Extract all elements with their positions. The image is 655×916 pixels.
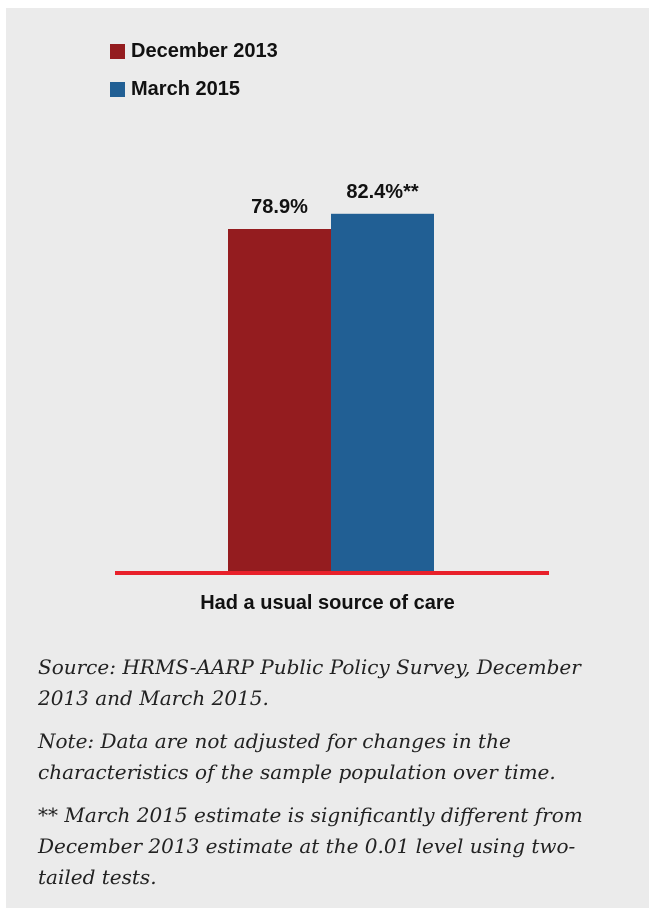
chart-legend: December 2013 March 2015 bbox=[110, 36, 278, 112]
data-note: Note: Data are not adjusted for changes … bbox=[38, 729, 556, 784]
legend-swatch-march-2015 bbox=[110, 81, 125, 97]
legend-swatch-december-2013 bbox=[110, 43, 125, 59]
significance-note: ** March 2015 estimate is significantly … bbox=[38, 803, 583, 889]
bar-label-march-2015: 82.4%** bbox=[346, 181, 418, 203]
legend-item-march-2015: March 2015 bbox=[110, 74, 278, 104]
legend-item-december-2013: December 2013 bbox=[110, 36, 278, 66]
chart-notes: Source: HRMS-AARP Public Policy Survey, … bbox=[38, 652, 628, 905]
legend-label-december-2013: December 2013 bbox=[131, 39, 278, 62]
bar-march-2015 bbox=[331, 213, 434, 572]
legend-label-march-2015: March 2015 bbox=[131, 77, 240, 100]
bar-december-2013 bbox=[228, 229, 331, 572]
bar-label-december-2013: 78.9% bbox=[251, 196, 308, 218]
source-note: Source: HRMS-AARP Public Policy Survey, … bbox=[38, 655, 581, 710]
x-axis-label: Had a usual source of care bbox=[200, 592, 455, 614]
